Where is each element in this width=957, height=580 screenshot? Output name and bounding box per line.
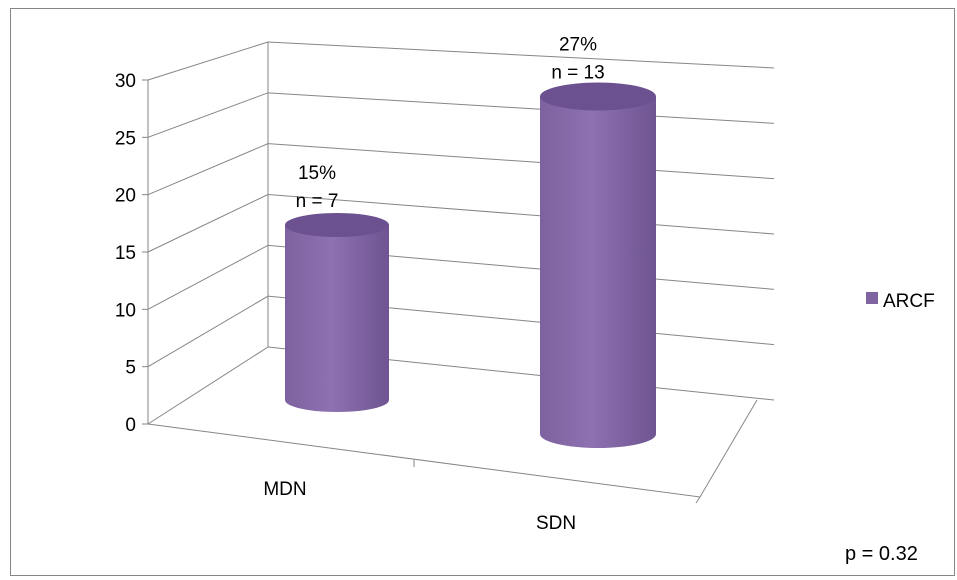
y-tick-label: 10 — [115, 300, 136, 321]
gridline — [147, 41, 775, 81]
data-label-percent: 15% — [298, 163, 336, 184]
gridline — [147, 295, 775, 368]
x-tick-label: MDN — [263, 479, 306, 500]
data-label-percent: 27% — [559, 35, 597, 56]
bar-body — [540, 96, 656, 448]
x-tick-label: SDN — [536, 513, 576, 534]
legend-swatch — [866, 292, 878, 304]
axis-layer: 0 5 10 15 20 25 30 — [115, 42, 758, 504]
bar-body — [285, 225, 389, 412]
y-tick-label: 5 — [125, 358, 136, 379]
bar-top — [540, 82, 656, 111]
data-label-count: n = 7 — [296, 191, 339, 212]
bar-mdn — [285, 213, 389, 412]
gridline — [147, 346, 775, 425]
legend-label: ARCF — [883, 291, 935, 312]
gridline — [147, 193, 775, 253]
bar-sdn — [540, 82, 656, 448]
bars-layer — [285, 82, 656, 448]
y-tick-label: 25 — [115, 128, 136, 149]
grid-layer — [147, 41, 775, 425]
p-value-annotation: p = 0.32 — [845, 543, 918, 565]
y-tick-label: 20 — [115, 186, 136, 207]
gridline — [147, 143, 775, 196]
y-tick-label: 15 — [115, 243, 136, 264]
legend: ARCF — [866, 291, 935, 312]
x-tick-mark — [695, 496, 701, 504]
y-tick-label: 30 — [115, 71, 136, 92]
bar-top — [285, 213, 389, 237]
data-label-count: n = 13 — [551, 63, 604, 84]
gridline — [147, 92, 775, 138]
y-tick-label: 0 — [125, 415, 136, 436]
gridline — [147, 244, 775, 310]
chart-frame — [10, 8, 955, 576]
floor-edge — [147, 399, 758, 498]
labels-layer: MDN 15% n = 7 SDN 27% n = 13 — [263, 35, 604, 535]
